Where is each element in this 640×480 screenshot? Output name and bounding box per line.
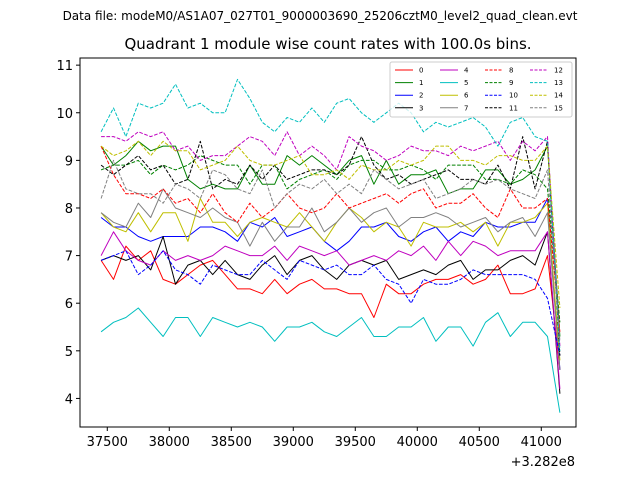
legend-label-8: 8 (509, 67, 513, 75)
x-tick-label: 40500 (459, 435, 500, 450)
y-tick-label: 7 (65, 250, 73, 265)
series-line-4 (100, 231, 561, 389)
chart-title: Quadrant 1 module wise count rates with … (124, 35, 531, 53)
legend-label-0: 0 (419, 67, 423, 75)
legend-label-5: 5 (464, 79, 468, 87)
series-line-5 (100, 307, 561, 413)
series-line-2 (100, 198, 561, 370)
series-line-13 (100, 78, 561, 351)
axes-frame (79, 57, 577, 428)
plot-area: 37500 38000 38500 39000 39500 40000 40500 41000… (56, 57, 577, 450)
data-file-label: Data file: modeM0/AS1A07_027T01_90000036… (63, 9, 578, 23)
legend-label-11: 11 (509, 104, 518, 112)
series-line-1 (100, 140, 561, 337)
series-line-7 (100, 188, 561, 370)
legend-label-9: 9 (509, 79, 513, 87)
legend-label-10: 10 (509, 92, 518, 100)
series-line-12 (101, 131, 561, 347)
y-tick-label: 4 (65, 392, 73, 407)
series-line-14 (100, 140, 561, 309)
legend-label-1: 1 (419, 79, 423, 87)
legend-label-13: 13 (554, 79, 563, 87)
series-line-9 (100, 155, 561, 323)
x-tick-label: 38500 (211, 435, 252, 450)
y-tick-label: 6 (65, 297, 73, 312)
x-tick-label: 38000 (149, 435, 190, 450)
legend-label-12: 12 (554, 67, 563, 75)
legend-label-6: 6 (464, 92, 469, 100)
x-tick-label: 39500 (335, 435, 376, 450)
x-tick-label: 39000 (273, 435, 314, 450)
series-line-0 (100, 245, 561, 370)
legend-label-14: 14 (554, 92, 563, 100)
x-tick-label: 40000 (397, 435, 438, 450)
series-line-8 (100, 145, 561, 332)
x-tick-label: 37500 (87, 435, 128, 450)
legend-label-2: 2 (419, 92, 423, 100)
legend-label-4: 4 (464, 67, 469, 75)
y-tick-label: 10 (56, 107, 73, 122)
y-tick-label: 8 (65, 202, 73, 217)
legend-label-7: 7 (464, 104, 468, 112)
legend-box (389, 61, 573, 118)
x-offset-label: +3.282e8 (511, 455, 575, 470)
y-tick-label: 9 (65, 154, 73, 169)
series-line-10 (100, 250, 561, 356)
y-tick-label: 5 (65, 345, 73, 360)
series-line-6 (100, 198, 561, 361)
x-tick-label: 41000 (521, 435, 562, 450)
legend-label-3: 3 (419, 104, 423, 112)
series-line-3 (100, 231, 561, 394)
legend-label-15: 15 (554, 104, 563, 112)
y-tick-label: 11 (56, 59, 73, 74)
